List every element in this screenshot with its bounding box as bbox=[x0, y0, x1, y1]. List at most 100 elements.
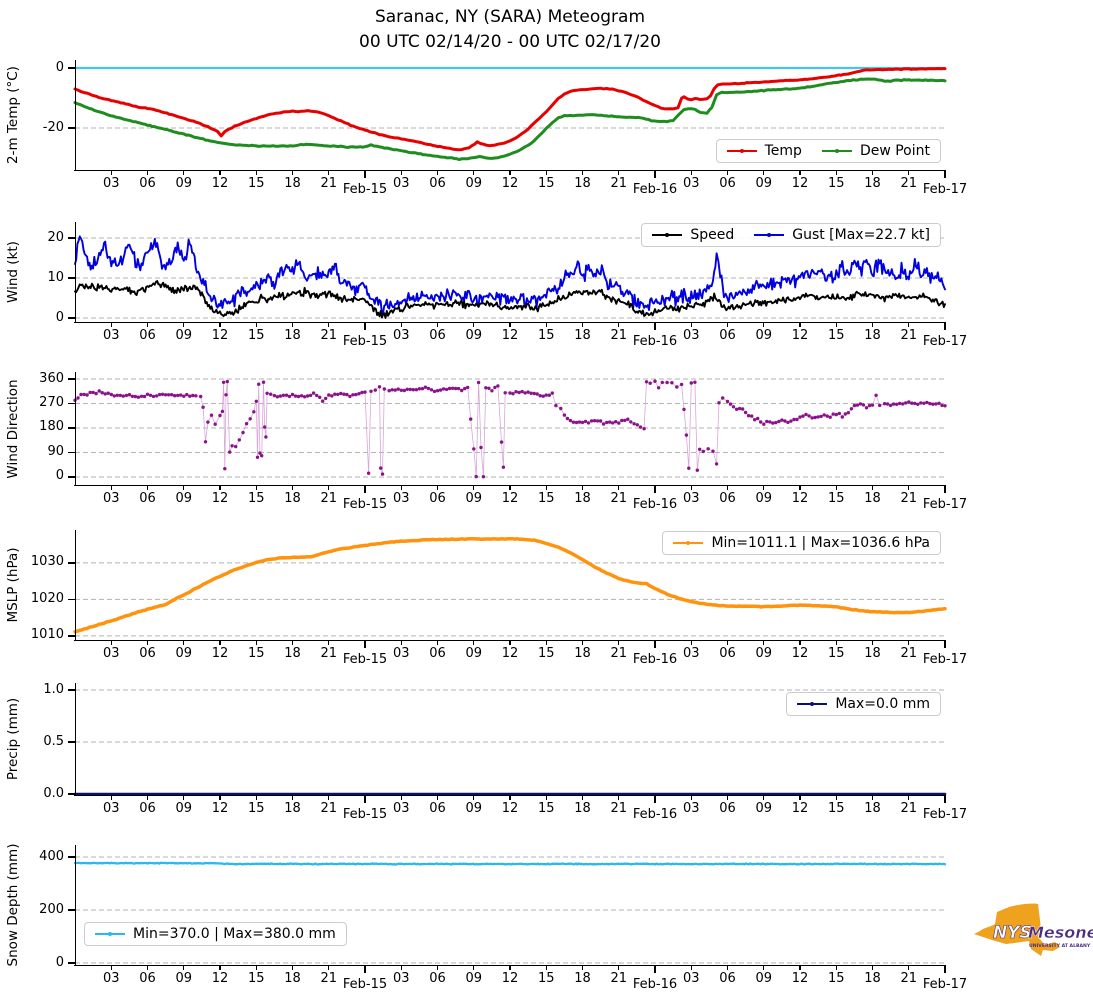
x-tick-mark bbox=[871, 485, 874, 490]
x-tick-mark bbox=[618, 640, 620, 645]
x-tick-label-hour: 18 bbox=[284, 328, 301, 343]
x-tick-mark bbox=[581, 170, 584, 175]
logo-mesonet-text: Mesonet bbox=[1028, 923, 1093, 942]
x-tick-mark bbox=[944, 485, 946, 493]
temperature-chart bbox=[73, 66, 947, 161]
x-tick-label-hour: 12 bbox=[501, 328, 519, 343]
x-tick-mark bbox=[654, 170, 656, 178]
x-tick-mark bbox=[400, 965, 402, 970]
x-tick-mark bbox=[219, 170, 221, 175]
x-tick-label-date: Feb-16 bbox=[632, 977, 678, 992]
y-tick-label: 400 bbox=[39, 848, 64, 864]
x-tick-mark bbox=[291, 795, 294, 800]
x-tick-label-hour: 15 bbox=[537, 176, 555, 191]
x-tick-label-hour: 06 bbox=[429, 176, 446, 191]
precip-chart bbox=[73, 689, 947, 796]
x-tick-mark bbox=[110, 485, 112, 490]
x-tick-mark bbox=[328, 322, 330, 327]
legend-entry: Max=0.0 mm bbox=[797, 696, 930, 712]
y-tick-label: 0.0 bbox=[43, 785, 64, 801]
legend-line-swatch bbox=[797, 702, 828, 706]
x-tick-label-hour: 06 bbox=[719, 328, 736, 343]
x-tick-mark bbox=[473, 640, 475, 645]
x-tick-mark bbox=[835, 485, 837, 490]
x-tick-mark bbox=[908, 795, 910, 800]
y-tick-label: 180 bbox=[39, 419, 64, 435]
x-tick-mark bbox=[908, 965, 910, 970]
x-tick-mark bbox=[364, 170, 366, 178]
x-tick-label-hour: 06 bbox=[429, 491, 446, 506]
x-tick-label-hour: 21 bbox=[320, 801, 338, 816]
x-tick-mark bbox=[763, 322, 765, 327]
x-tick-mark bbox=[291, 640, 294, 645]
x-tick-label-hour: 09 bbox=[175, 646, 193, 661]
x-tick-mark bbox=[400, 322, 402, 327]
x-tick-label-hour: 06 bbox=[139, 328, 156, 343]
x-tick-label-hour: 09 bbox=[755, 328, 773, 343]
x-tick-label-hour: 21 bbox=[320, 176, 338, 191]
x-tick-mark bbox=[763, 170, 765, 175]
y-tick-mark bbox=[68, 402, 75, 405]
x-tick-mark bbox=[473, 795, 475, 800]
mslp-panel: MSLP (hPa) 1010 1020 1030 03 06 09 12 15 18 21 Feb… bbox=[5, 530, 967, 667]
x-tick-label-hour: 12 bbox=[211, 646, 229, 661]
x-tick-label-hour: 09 bbox=[175, 971, 193, 986]
x-tick-label-hour: 06 bbox=[719, 176, 736, 191]
x-tick-mark bbox=[509, 965, 511, 970]
x-tick-mark bbox=[473, 322, 475, 327]
snow-depth-line bbox=[73, 861, 947, 866]
snow_depth-chart bbox=[73, 856, 947, 964]
title-station: Saranac, NY (SARA) Meteogram bbox=[374, 7, 646, 27]
legend-line-swatch bbox=[95, 932, 125, 936]
x-tick-label-date: Feb-15 bbox=[342, 497, 388, 512]
x-tick-mark bbox=[763, 640, 765, 645]
x-tick-mark bbox=[400, 640, 402, 645]
x-tick-label-hour: 03 bbox=[392, 971, 410, 986]
x-tick-label-hour: 15 bbox=[247, 646, 265, 661]
x-tick-mark bbox=[436, 322, 439, 327]
x-tick-label-hour: 03 bbox=[682, 176, 700, 191]
x-tick-label-hour: 15 bbox=[247, 971, 265, 986]
x-tick-label-hour: 06 bbox=[719, 971, 736, 986]
nys-mesonet-logo: NYS Mesonet UNIVERSITY AT ALBANY bbox=[966, 888, 1093, 983]
legend-entry: Min=1011.1 | Max=1036.6 hPa bbox=[673, 535, 930, 551]
x-tick-mark bbox=[545, 795, 547, 800]
y-axis-spine bbox=[75, 60, 77, 170]
snow_depth-legend: Min=370.0 | Max=380.0 mm bbox=[84, 922, 347, 946]
x-tick-label-hour: 12 bbox=[211, 801, 229, 816]
x-tick-label-hour: 15 bbox=[827, 176, 845, 191]
x-tick-mark bbox=[835, 795, 837, 800]
y-tick-label: 200 bbox=[39, 901, 64, 917]
x-tick-mark bbox=[835, 640, 837, 645]
x-tick-label-hour: 12 bbox=[501, 176, 519, 191]
x-tick-mark bbox=[219, 485, 221, 490]
x-tick-label-hour: 18 bbox=[864, 328, 881, 343]
x-tick-mark bbox=[726, 322, 729, 327]
x-tick-label-hour: 18 bbox=[864, 646, 881, 661]
x-tick-label-hour: 21 bbox=[610, 801, 628, 816]
x-tick-mark bbox=[545, 485, 547, 490]
x-tick-mark bbox=[944, 795, 946, 803]
x-tick-label-hour: 06 bbox=[139, 971, 156, 986]
x-tick-mark bbox=[618, 170, 620, 175]
x-tick-label-date: Feb-15 bbox=[342, 334, 388, 349]
x-tick-mark bbox=[146, 485, 149, 490]
x-tick-mark bbox=[110, 795, 112, 800]
x-tick-label-hour: 21 bbox=[900, 646, 918, 661]
x-tick-label-hour: 15 bbox=[827, 646, 845, 661]
x-tick-label-hour: 12 bbox=[791, 646, 809, 661]
x-tick-label-hour: 09 bbox=[465, 176, 483, 191]
legend-entry: Temp bbox=[726, 143, 802, 159]
y-tick-mark bbox=[68, 856, 75, 858]
x-tick-mark bbox=[618, 322, 620, 327]
x-tick-label-hour: 15 bbox=[247, 328, 265, 343]
x-tick-label-hour: 12 bbox=[791, 801, 809, 816]
x-tick-mark bbox=[291, 965, 294, 970]
x-tick-label-hour: 03 bbox=[682, 328, 700, 343]
x-tick-label-hour: 18 bbox=[574, 801, 591, 816]
x-tick-label-hour: 03 bbox=[392, 491, 410, 506]
legend-entry: Min=370.0 | Max=380.0 mm bbox=[95, 926, 336, 942]
x-tick-label-date: Feb-16 bbox=[632, 334, 678, 349]
x-tick-mark bbox=[183, 795, 185, 800]
x-tick-label-hour: 21 bbox=[900, 176, 918, 191]
